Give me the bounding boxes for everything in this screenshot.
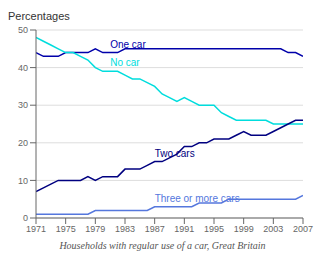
svg-text:Two cars: Two cars — [155, 148, 195, 159]
svg-text:0: 0 — [23, 213, 28, 223]
svg-text:One car: One car — [110, 39, 146, 50]
svg-text:40: 40 — [18, 63, 28, 73]
svg-text:No car: No car — [110, 57, 140, 68]
svg-text:1987: 1987 — [145, 224, 165, 234]
svg-text:1995: 1995 — [204, 224, 224, 234]
html-text:Households with regular use of: Households with regular use of a car, Gr… — [59, 240, 266, 251]
svg-text:30: 30 — [18, 100, 28, 110]
svg-text:50: 50 — [18, 25, 28, 35]
html-text:Percentages: Percentages — [8, 10, 70, 22]
svg-text:1999: 1999 — [234, 224, 254, 234]
svg-text:20: 20 — [18, 138, 28, 148]
svg-text:1971: 1971 — [26, 224, 46, 234]
svg-text:2003: 2003 — [263, 224, 283, 234]
svg-text:1983: 1983 — [115, 224, 135, 234]
svg-text:2007: 2007 — [293, 224, 313, 234]
svg-text:1975: 1975 — [56, 224, 76, 234]
svg-text:Three or more cars: Three or more cars — [155, 193, 240, 204]
svg-text:1979: 1979 — [85, 224, 105, 234]
svg-text:10: 10 — [18, 176, 28, 186]
svg-text:1991: 1991 — [174, 224, 194, 234]
